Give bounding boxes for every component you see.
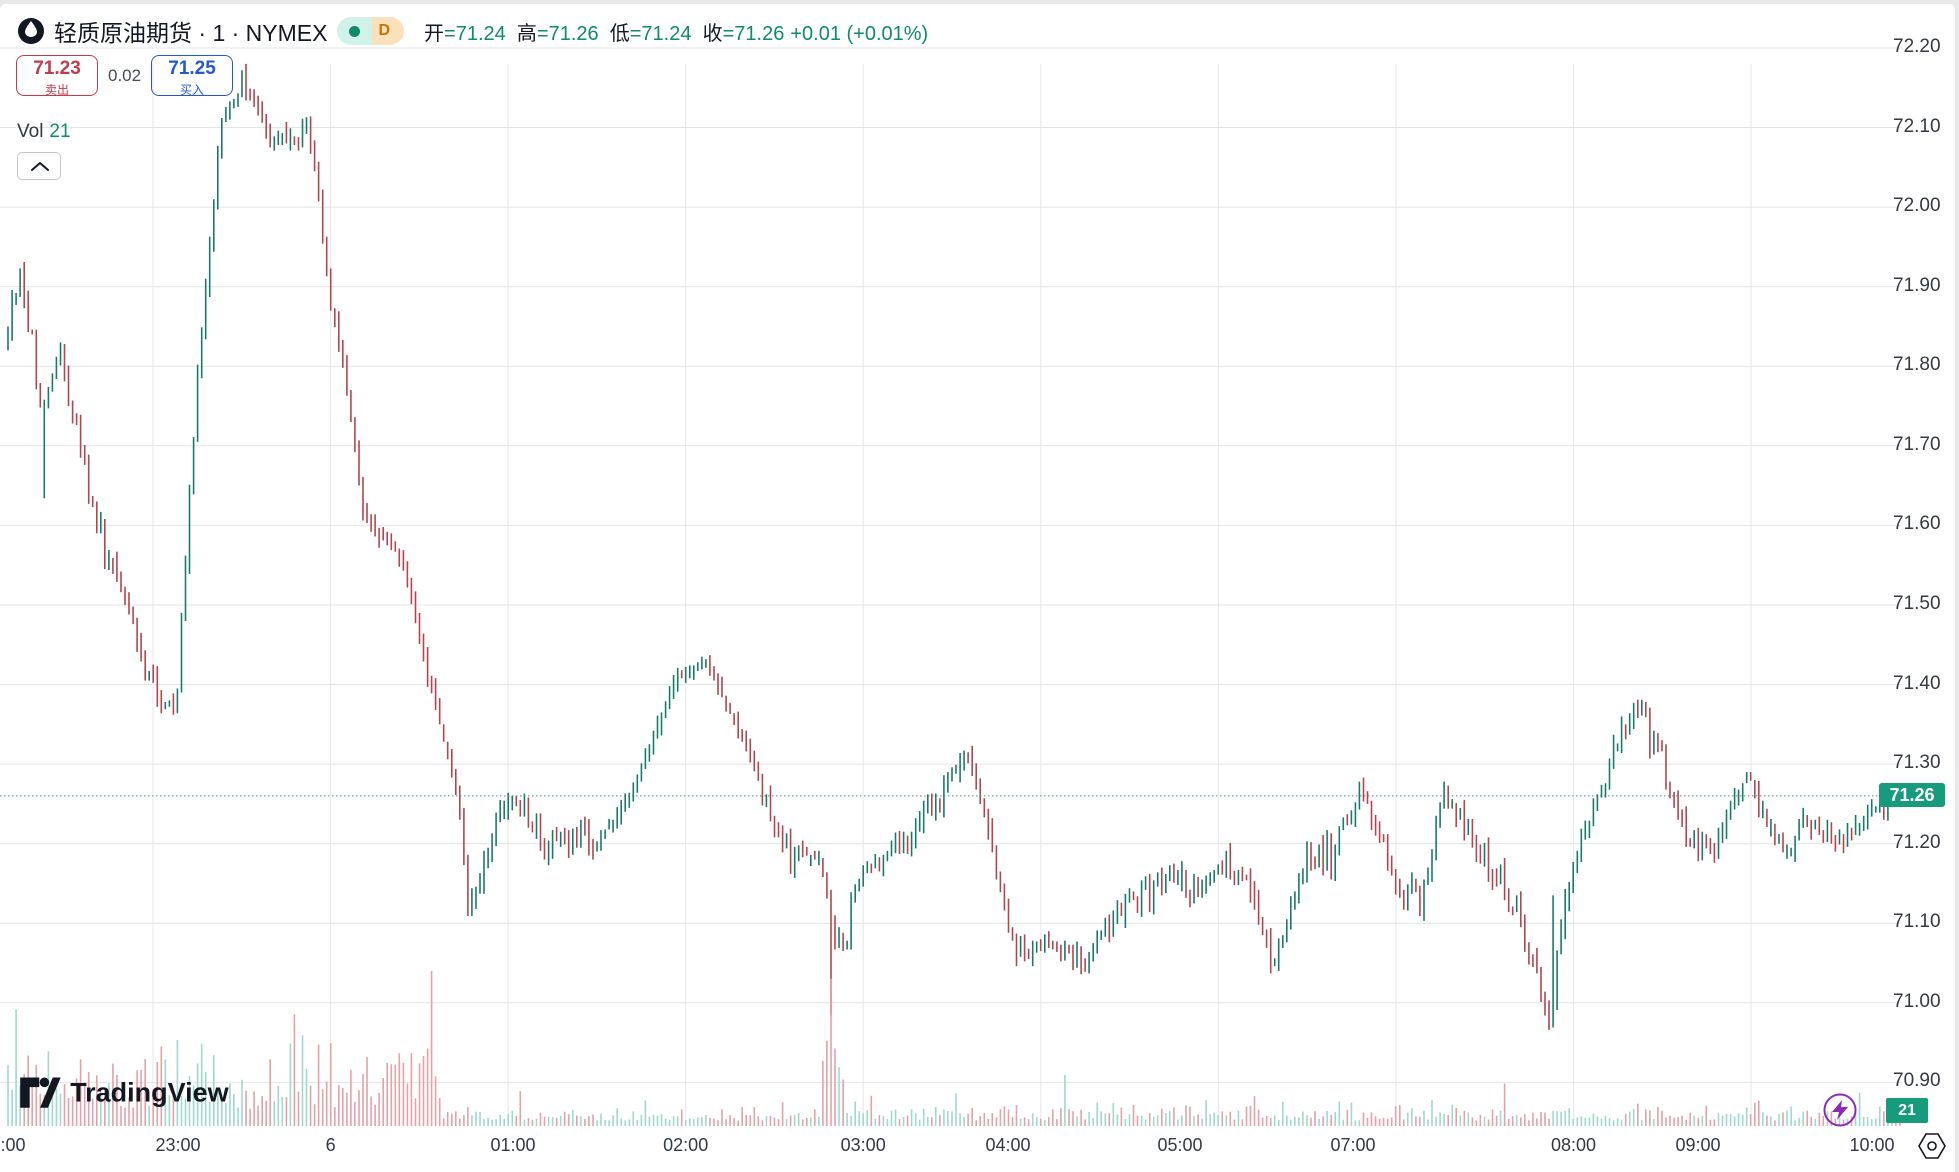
svg-text:TradingView: TradingView [70,1077,229,1107]
